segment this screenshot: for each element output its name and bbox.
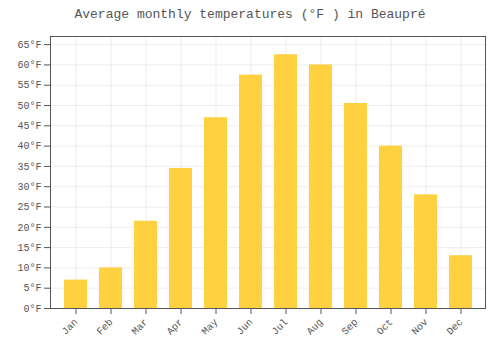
svg-text:Mar: Mar (130, 317, 151, 338)
svg-text:Feb: Feb (95, 317, 116, 338)
svg-text:30°F: 30°F (17, 182, 41, 193)
svg-text:5°F: 5°F (23, 283, 41, 294)
svg-text:60°F: 60°F (17, 60, 41, 71)
svg-text:May: May (200, 317, 221, 338)
svg-text:Sep: Sep (340, 317, 361, 338)
svg-text:50°F: 50°F (17, 101, 41, 112)
html-text:Average monthly temperatures (: Average monthly temperatures (°F ) in Be… (74, 7, 426, 22)
svg-text:Nov: Nov (410, 317, 431, 338)
svg-text:40°F: 40°F (17, 141, 41, 152)
svg-text:Dec: Dec (445, 317, 466, 338)
svg-text:15°F: 15°F (17, 243, 41, 254)
svg-text:Jul: Jul (270, 317, 291, 338)
svg-text:Aug: Aug (305, 317, 326, 338)
svg-text:35°F: 35°F (17, 162, 41, 173)
svg-text:Apr: Apr (165, 317, 186, 338)
svg-text:Oct: Oct (375, 317, 396, 338)
svg-text:Jan: Jan (60, 317, 81, 338)
svg-text:45°F: 45°F (17, 121, 41, 132)
svg-text:65°F: 65°F (17, 40, 41, 51)
svg-text:0°F: 0°F (23, 304, 41, 315)
svg-text:20°F: 20°F (17, 223, 41, 234)
svg-text:25°F: 25°F (17, 202, 41, 213)
svg-text:Jun: Jun (235, 317, 256, 338)
svg-text:55°F: 55°F (17, 80, 41, 91)
svg-text:10°F: 10°F (17, 263, 41, 274)
